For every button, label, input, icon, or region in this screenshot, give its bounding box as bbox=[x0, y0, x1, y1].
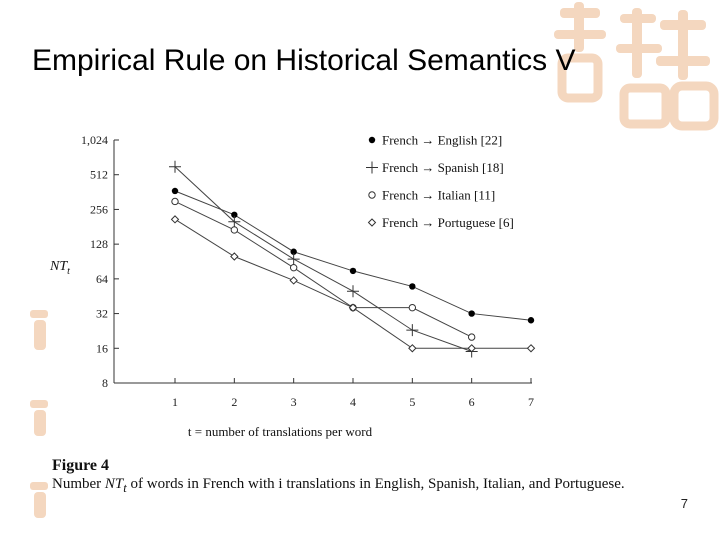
data-point bbox=[528, 317, 534, 323]
legend-entry: French → Italian [11] bbox=[382, 188, 495, 203]
data-point bbox=[290, 264, 296, 270]
x-tick-label: 7 bbox=[528, 395, 534, 409]
legend-marker bbox=[366, 162, 378, 174]
y-axis-label: NTt bbox=[49, 259, 70, 277]
data-point bbox=[231, 253, 238, 260]
y-tick-label: 128 bbox=[90, 237, 108, 251]
legend-marker bbox=[369, 137, 375, 143]
line-chart: 1,024 512 256 128 64 32 16 8 1 2 3 4 5 6 7 t = number o… bbox=[40, 120, 560, 450]
figure-label: Figure 4 bbox=[52, 456, 625, 475]
data-point bbox=[350, 268, 356, 274]
x-tick-label: 2 bbox=[231, 395, 237, 409]
slide-title: Empirical Rule on Historical Semantics V bbox=[32, 44, 576, 78]
data-point bbox=[172, 198, 178, 204]
y-tick-label: 1,024 bbox=[81, 133, 108, 147]
y-tick-label: 32 bbox=[96, 307, 108, 321]
data-point bbox=[409, 304, 415, 310]
x-tick-label: 1 bbox=[172, 395, 178, 409]
series-line bbox=[175, 191, 531, 320]
y-tick-label: 512 bbox=[90, 168, 108, 182]
figure-caption-text: Number NTt of words in French with i tra… bbox=[52, 475, 625, 498]
data-point bbox=[468, 310, 474, 316]
legend-marker bbox=[369, 219, 376, 226]
data-point bbox=[528, 345, 535, 352]
data-point bbox=[172, 216, 179, 223]
data-point bbox=[231, 227, 237, 233]
legend-entry: French → Portuguese [6] bbox=[382, 215, 514, 230]
y-tick-label: 256 bbox=[90, 202, 108, 216]
x-tick-label: 6 bbox=[469, 395, 475, 409]
data-point bbox=[409, 283, 415, 289]
data-point bbox=[406, 324, 418, 336]
calligraphy-decoration bbox=[30, 480, 50, 520]
x-tick-label: 5 bbox=[409, 395, 415, 409]
data-point bbox=[288, 253, 300, 265]
y-tick-label: 64 bbox=[96, 272, 108, 286]
y-tick-label: 16 bbox=[96, 341, 108, 355]
series-line bbox=[175, 219, 531, 348]
data-point bbox=[172, 188, 178, 194]
legend-marker bbox=[369, 192, 375, 198]
legend-entry: French → Spanish [18] bbox=[382, 160, 504, 175]
data-point bbox=[347, 285, 359, 297]
x-axis-label: t = number of translations per word bbox=[188, 424, 373, 439]
data-point bbox=[290, 277, 297, 284]
y-tick-label: 8 bbox=[102, 376, 108, 390]
x-tick-label: 3 bbox=[291, 395, 297, 409]
legend-entry: French → English [22] bbox=[382, 133, 502, 148]
data-point bbox=[468, 334, 474, 340]
page-number: 7 bbox=[681, 496, 688, 511]
x-tick-label: 4 bbox=[350, 395, 356, 409]
figure-caption: Figure 4 Number NTt of words in French w… bbox=[52, 456, 625, 498]
data-point bbox=[409, 345, 416, 352]
